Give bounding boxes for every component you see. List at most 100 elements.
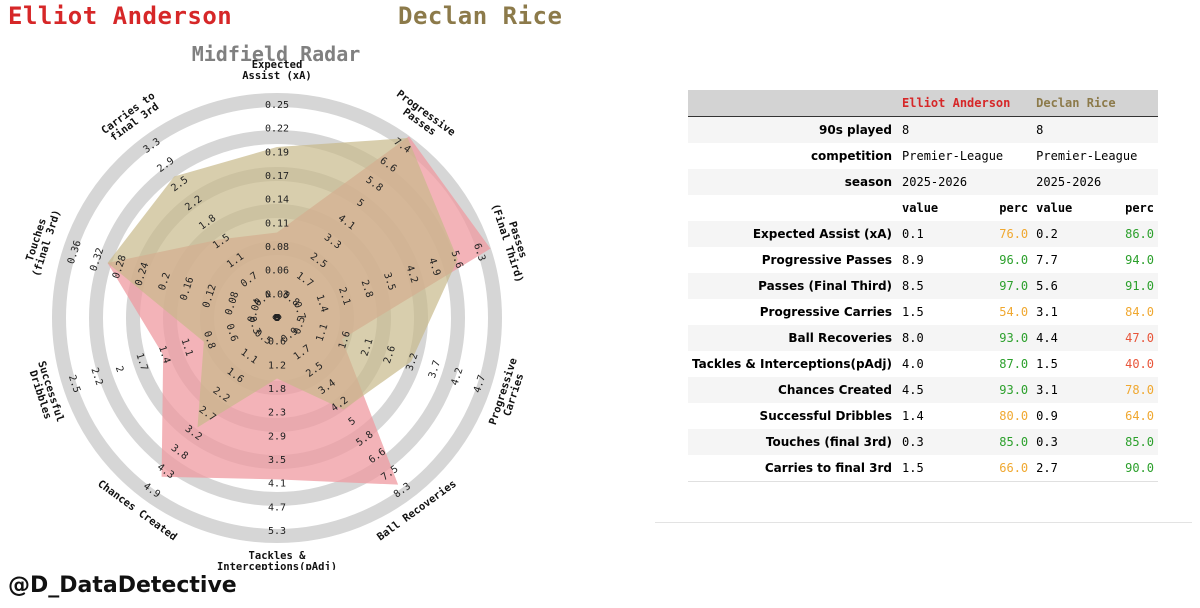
radar-axis-label-line: Tackles & [249, 550, 307, 562]
stat-perc-b: 47.0 [1125, 331, 1154, 345]
info-value-b: 2025-2026 [1036, 175, 1102, 189]
radar-tick-label: 2.2 [88, 366, 104, 387]
radar-tick-label: 0.06 [265, 266, 289, 277]
radar-tick-label: 2 [113, 365, 125, 374]
radar-axis-label: Expected Assist (xA) [242, 59, 312, 82]
stat-perc-b: 78.0 [1125, 383, 1154, 397]
radar-tick-label: 4.7 [268, 502, 286, 513]
info-value-b: 8 [1036, 123, 1044, 137]
series-b-polygon [107, 138, 458, 428]
radar-tick-label: 0.03 [265, 289, 289, 300]
stat-row: Chances Created 4.5 93.0 3.1 78.0 [688, 377, 1158, 403]
stat-perc-a: 93.0 [999, 331, 1029, 345]
radar-tick-label: 0 [271, 312, 282, 324]
radar-tick-label: 3.7 [427, 359, 443, 380]
radar-tick-label: 0.3 [246, 315, 262, 336]
stat-value-a: 4.5 [902, 383, 924, 397]
stat-label: Progressive Carries [759, 305, 893, 319]
radar-tick-label: 5.6 [449, 249, 465, 270]
radar-axis-label: Tackles & Interceptions(pAdj) [217, 550, 337, 570]
radar-axis-label-line: Expected [252, 59, 303, 71]
stat-value-a: 8.5 [902, 279, 924, 293]
stat-perc-a: 80.0 [999, 409, 1029, 423]
stat-perc-a: 66.0 [971, 455, 1033, 482]
stat-value-b: 5.6 [1036, 279, 1058, 293]
stat-perc-b: 64.0 [1125, 409, 1154, 423]
stat-perc-a: 76.0 [999, 227, 1029, 241]
radar-tick-label: 0 [272, 312, 283, 324]
radar-title: Midfield Radar [191, 42, 361, 66]
info-value-a: 8 [902, 123, 910, 137]
stats-table: Elliot Anderson Declan Rice 90s played 8 8… [688, 90, 1158, 482]
radar-tick-label: 0.7 [291, 301, 307, 322]
radar-tick-label: 2.5 [66, 374, 82, 395]
radar-tick-label: 4.2 [404, 264, 420, 285]
stat-perc-b: 86.0 [1125, 227, 1154, 241]
stat-row: Passes (Final Third) 8.5 97.0 5.6 91.0 [688, 273, 1158, 299]
radar-tick-label: 0 [271, 314, 283, 323]
radar-axis-label: Touches(final 3rd) [20, 205, 63, 278]
radar-tick-label: 0.19 [265, 147, 289, 158]
radar-tick-label: 5.3 [268, 526, 286, 537]
stat-row: Touches (final 3rd) 0.3 85.0 0.3 85.0 [688, 429, 1158, 455]
radar-chart: 00.030.060.080.110.140.170.190.220.25Exp… [20, 59, 529, 570]
stat-value-b: 0.9 [1036, 409, 1058, 423]
radar-tick-label: 0 [270, 314, 282, 323]
stat-value-a: 8.9 [902, 253, 924, 267]
stat-row: Ball Recoveries 8.0 93.0 4.4 47.0 [688, 325, 1158, 351]
stat-label: Tackles & Interceptions(pAdj) [692, 357, 893, 371]
radar-tick-label: 0 [270, 314, 282, 323]
stat-perc-a: 97.0 [999, 279, 1029, 293]
radar-tick-label: 3.5 [268, 455, 286, 466]
radar-tick-label: 0.25 [265, 100, 289, 111]
stat-value-a: 1.4 [902, 409, 924, 423]
stat-label: Touches (final 3rd) [765, 435, 893, 449]
radar-tick-label: 4.7 [472, 374, 488, 395]
stat-label: Successful Dribbles [759, 409, 893, 423]
radar-tick-label: 1.1 [178, 337, 194, 358]
stat-label: Ball Recoveries [788, 331, 893, 345]
stat-label: Carries to final 3rd [688, 455, 899, 482]
radar-tick-label: 1.6 [337, 330, 353, 351]
stat-row: Tackles & Interceptions(pAdj) 4.0 87.0 1.5 4… [688, 351, 1158, 377]
radar-tick-label: 4.9 [426, 257, 442, 278]
stat-perc-b: 40.0 [1125, 357, 1154, 371]
stat-perc-b: 90.0 [1100, 455, 1158, 482]
stat-perc-b: 85.0 [1125, 435, 1154, 449]
stat-value-b: 0.2 [1036, 227, 1058, 241]
info-label: 90s played [819, 123, 893, 137]
radar-tick-label: 4.1 [268, 479, 286, 490]
radar-tick-label: 1.7 [133, 352, 149, 373]
radar-tick-label: 0.5 [292, 315, 308, 336]
stat-value-b: 3.1 [1036, 383, 1058, 397]
stat-row: Successful Dribbles 1.4 80.0 0.9 64.0 [688, 403, 1158, 429]
table-body: 90s played 8 8 competition Premier-League Pre… [688, 116, 1158, 482]
header-player-b: Declan Rice [1032, 90, 1158, 117]
stat-label: Chances Created [778, 383, 893, 397]
radar-tick-label: 0.6 [223, 322, 239, 343]
radar-tick-label: 2.6 [382, 344, 398, 365]
header-player-a: Elliot Anderson [898, 90, 1033, 117]
radar-tick-label: 0.08 [265, 242, 289, 253]
radar-tick-label: 2.1 [336, 286, 352, 307]
radar-tick-label: 2.9 [268, 431, 286, 442]
stat-value-a: 0.1 [902, 227, 924, 241]
stat-value-a: 8.0 [902, 331, 924, 345]
stat-label: Passes (Final Third) [758, 279, 893, 293]
radar-tick-label: 2.8 [359, 279, 375, 300]
stat-value-b: 2.7 [1032, 455, 1101, 482]
stat-value-b: 4.4 [1036, 331, 1058, 345]
subheader-row: value perc value perc [688, 195, 1158, 221]
radar-tick-label: 0.8 [201, 330, 217, 351]
radar-tick-label: 5 [347, 416, 358, 428]
stat-perc-a: 93.0 [999, 383, 1029, 397]
info-label: competition [810, 149, 893, 163]
radar-tick-label: 2.3 [268, 408, 286, 419]
radar-ring [89, 130, 465, 506]
credit-handle: @D_DataDetective [8, 573, 237, 598]
radar-tick-label: 5 [354, 197, 365, 209]
stat-row: Progressive Carries 1.5 54.0 3.1 84.0 [688, 299, 1158, 325]
stat-perc-a: 96.0 [999, 253, 1029, 267]
radar-ring [52, 93, 502, 543]
info-label: season [844, 175, 893, 189]
